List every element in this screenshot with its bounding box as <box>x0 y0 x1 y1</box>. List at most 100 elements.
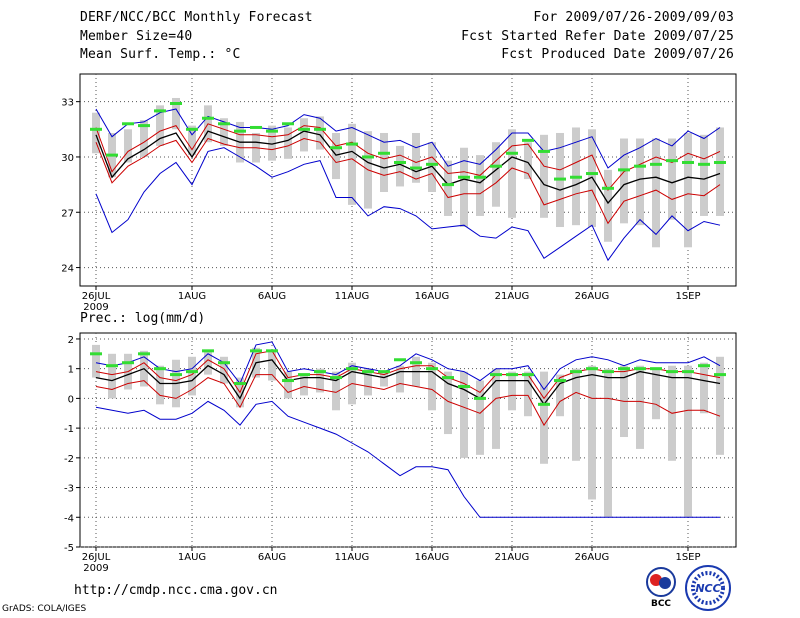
forecast-marker <box>698 162 710 166</box>
forecast-marker <box>250 125 262 129</box>
spread-bar <box>460 371 468 458</box>
x-tick-label: 1AUG <box>178 291 206 302</box>
forecast-marker <box>410 361 422 365</box>
spread-bar <box>284 371 292 399</box>
forecast-marker <box>282 379 294 383</box>
y-tick-label: 27 <box>61 208 74 219</box>
forecast-marker <box>202 116 214 120</box>
spread-bar <box>380 132 388 192</box>
member-size-label: Member Size=40 <box>80 29 193 44</box>
spread-bar <box>684 132 692 248</box>
x-tick-label: 1SEP <box>675 552 700 563</box>
y-tick-label: 24 <box>61 264 74 275</box>
forecast-marker <box>170 373 182 377</box>
spread-bar <box>284 127 292 159</box>
spread-bar <box>636 138 644 226</box>
forecast-marker <box>426 162 438 166</box>
forecast-marker <box>202 349 214 353</box>
x-tick-label: 11AUG <box>335 552 370 563</box>
spread-bar <box>220 356 228 384</box>
forecast-marker <box>90 352 102 356</box>
y-tick-label: -4 <box>64 513 74 524</box>
forecast-marker <box>266 129 278 133</box>
forecast-marker <box>682 370 694 374</box>
spread-bar <box>396 365 404 393</box>
forecast-marker <box>186 370 198 374</box>
spread-bar <box>492 368 500 449</box>
series-line-ensemble-max <box>95 108 721 169</box>
series-line-ensemble-upper <box>95 350 721 400</box>
spread-bar <box>588 365 596 500</box>
fcst-produced-label: Fcst Produced Date 2009/07/26 <box>501 47 734 62</box>
footer-url[interactable]: http://cmdp.ncc.cma.gov.cn <box>74 583 278 598</box>
series-line-ensemble-min <box>95 147 721 262</box>
forecast-marker <box>122 361 134 365</box>
forecast-marker <box>538 402 550 406</box>
forecast-marker <box>554 177 566 181</box>
spread-bar <box>668 138 676 220</box>
spread-bar <box>540 134 548 218</box>
forecast-marker <box>682 160 694 164</box>
x-tick-label: 26JUL <box>82 291 111 302</box>
x-tick-sublabel: 2009 <box>83 563 108 574</box>
forecast-marker <box>282 122 294 126</box>
ncc-logo-text: NCC <box>695 582 720 595</box>
spread-bar <box>300 374 308 396</box>
x-tick-label: 6AUG <box>258 552 286 563</box>
forecast-marker <box>138 124 150 128</box>
chart-title: DERF/NCC/BCC Monthly Forecast <box>80 10 313 25</box>
grads-credit: GrADS: COLA/IGES <box>2 604 87 614</box>
forecast-marker <box>218 361 230 365</box>
spread-bar <box>188 356 196 396</box>
x-tick-label: 6AUG <box>258 291 286 302</box>
x-tick-label: 16AUG <box>415 552 450 563</box>
spread-bar <box>636 365 644 449</box>
spread-bar <box>332 132 340 180</box>
x-tick-label: 1SEP <box>675 291 700 302</box>
forecast-marker <box>506 373 518 377</box>
spread-bar <box>652 138 660 248</box>
spread-bar <box>700 362 708 414</box>
spread-bar <box>524 142 532 180</box>
spread-bar <box>300 118 308 152</box>
forecast-marker <box>698 364 710 368</box>
spread-bar <box>124 129 132 163</box>
forecast-marker <box>714 160 726 164</box>
x-tick-label: 21AUG <box>495 552 530 563</box>
forecast-marker <box>378 370 390 374</box>
spread-bar <box>364 368 372 396</box>
spread-bar <box>412 132 420 183</box>
x-tick-sublabel: 2009 <box>83 302 108 313</box>
spread-bar <box>716 127 724 216</box>
forecast-marker <box>394 160 406 164</box>
bcc-logo-text: BCC <box>651 599 671 608</box>
x-tick-label: 11AUG <box>335 291 370 302</box>
forecast-marker <box>410 166 422 170</box>
spread-bar <box>476 380 484 455</box>
spread-bar <box>652 368 660 420</box>
forecast-marker <box>266 349 278 353</box>
y-tick-label: -1 <box>64 424 74 435</box>
spread-bar <box>396 145 404 187</box>
series-line-ensemble-lower <box>95 374 721 427</box>
forecast-marker <box>154 367 166 371</box>
precip-panel-title: Prec.: log(mm/d) <box>80 311 205 326</box>
forecast-marker <box>602 370 614 374</box>
forecast-marker <box>170 101 182 105</box>
spread-bar <box>316 116 324 150</box>
forecast-marker <box>234 382 246 386</box>
forecast-marker <box>522 138 534 142</box>
forecast-marker <box>154 109 166 113</box>
y-tick-label: 2 <box>68 335 74 346</box>
forecast-marker <box>570 175 582 179</box>
forecast-marker <box>490 373 502 377</box>
forecast-marker <box>666 159 678 163</box>
spread-bar <box>508 129 516 218</box>
forecast-marker <box>346 367 358 371</box>
forecast-marker <box>602 186 614 190</box>
spread-bar <box>620 138 628 224</box>
forecast-marker <box>506 151 518 155</box>
y-tick-label: -2 <box>64 454 74 465</box>
